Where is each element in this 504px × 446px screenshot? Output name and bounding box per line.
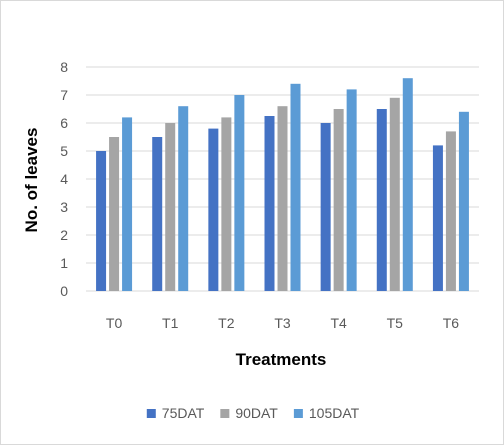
bar-75DAT-T6 <box>432 145 443 291</box>
x-tick-label: T4 <box>330 315 347 331</box>
bar-90DAT-T5 <box>389 97 400 291</box>
bar-group <box>96 78 469 292</box>
legend-label: 90DAT <box>235 405 278 421</box>
legend: 75DAT 90DAT 105DAT <box>146 405 360 421</box>
x-tick-label: T3 <box>274 315 291 331</box>
bar-75DAT-T5 <box>376 109 387 291</box>
x-tick-labels: T0 T1 T2 T3 T4 T5 T6 <box>106 315 459 331</box>
legend-swatch-105DAT <box>293 409 303 418</box>
y-tick-label: 3 <box>60 199 68 215</box>
y-axis-title: No. of leaves <box>22 128 41 233</box>
x-tick-label: T5 <box>387 315 404 331</box>
bar-105DAT-T4 <box>346 89 357 292</box>
bar-90DAT-T3 <box>277 106 288 291</box>
bar-105DAT-T2 <box>234 95 245 291</box>
x-tick-label: T6 <box>443 315 460 331</box>
bar-75DAT-T1 <box>152 137 163 291</box>
bar-75DAT-T4 <box>320 123 331 291</box>
legend-label: 105DAT <box>309 405 360 421</box>
bar-105DAT-T5 <box>402 78 413 291</box>
bar-90DAT-T4 <box>333 109 344 291</box>
y-tick-label: 0 <box>60 283 68 299</box>
bar-105DAT-T6 <box>458 111 469 291</box>
legend-swatch-90DAT <box>220 409 230 418</box>
bar-90DAT-T1 <box>165 123 176 291</box>
legend-label: 75DAT <box>162 405 205 421</box>
x-tick-label: T2 <box>218 315 235 331</box>
x-tick-label: T1 <box>162 315 179 331</box>
bar-75DAT-T0 <box>96 151 107 291</box>
y-tick-label: 2 <box>60 227 68 243</box>
bar-90DAT-T2 <box>221 117 232 292</box>
y-tick-label: 7 <box>60 87 68 103</box>
bar-105DAT-T1 <box>178 106 189 291</box>
bar-75DAT-T3 <box>264 116 275 291</box>
bar-90DAT-T0 <box>109 137 120 291</box>
x-tick-label: T0 <box>106 315 123 331</box>
legend-swatch-75DAT <box>146 409 156 418</box>
y-tick-label: 4 <box>60 171 68 187</box>
y-tick-label: 1 <box>60 255 68 271</box>
y-tick-labels: 0 1 2 3 4 5 6 7 8 <box>60 59 68 299</box>
y-tick-label: 6 <box>60 115 68 131</box>
bar-90DAT-T6 <box>445 131 456 291</box>
bar-105DAT-T0 <box>122 117 133 292</box>
x-axis-title: Treatments <box>236 350 327 369</box>
y-tick-label: 8 <box>60 59 68 75</box>
y-tick-label: 5 <box>60 143 68 159</box>
bar-105DAT-T3 <box>290 83 301 291</box>
bar-75DAT-T2 <box>208 128 219 291</box>
